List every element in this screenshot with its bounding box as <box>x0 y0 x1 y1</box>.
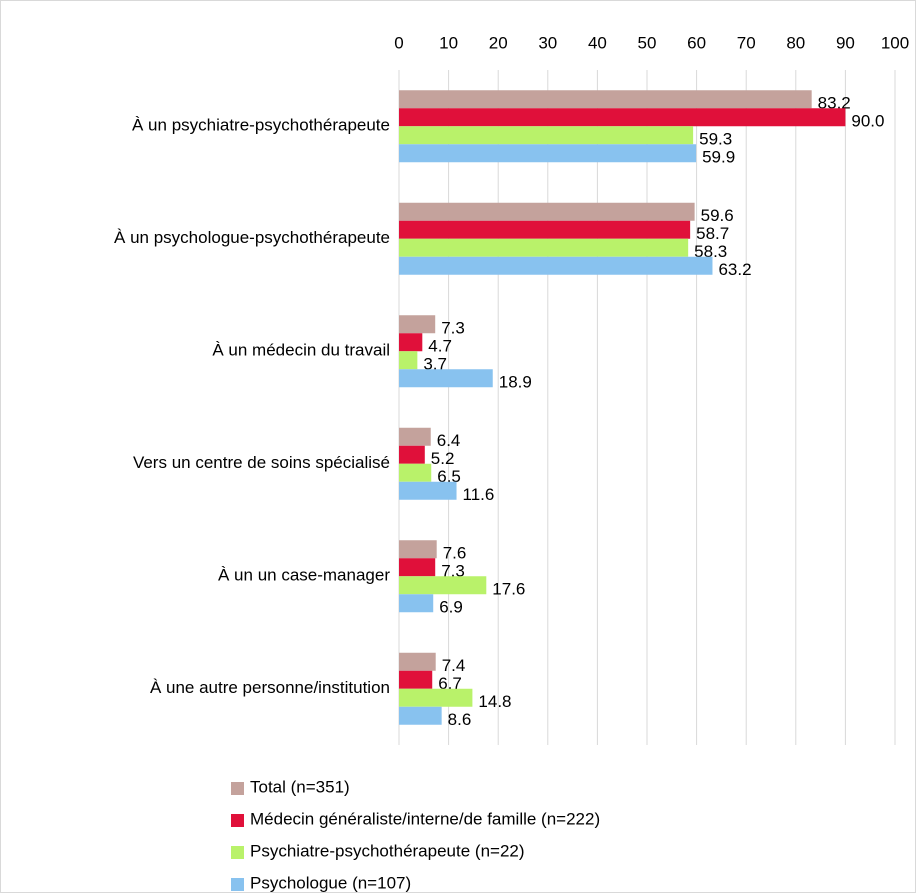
bar <box>399 256 713 275</box>
x-tick-label: 10 <box>439 33 458 52</box>
x-tick-label: 30 <box>538 33 557 52</box>
data-label: 90.0 <box>851 112 884 131</box>
legend-swatch <box>231 814 244 827</box>
data-label: 5.2 <box>431 449 455 468</box>
data-label: 7.4 <box>442 656 466 675</box>
data-label: 18.9 <box>499 373 532 392</box>
bar <box>399 576 487 595</box>
x-tick-label: 70 <box>737 33 756 52</box>
data-label: 59.9 <box>702 148 735 167</box>
data-label: 58.3 <box>694 242 727 261</box>
bar <box>399 315 436 334</box>
legend-label: Total (n=351) <box>250 777 350 796</box>
bar <box>399 481 457 500</box>
data-label: 6.4 <box>437 431 461 450</box>
x-tick-label: 20 <box>489 33 508 52</box>
data-label: 7.3 <box>441 319 465 338</box>
legend-label: Psychiatre-psychothérapeute (n=22) <box>250 841 525 860</box>
y-tick-label: À une autre personne/institution <box>150 678 390 697</box>
data-label: 3.7 <box>423 355 447 374</box>
legend-swatch <box>231 878 244 891</box>
bar <box>399 202 695 221</box>
bar <box>399 652 436 671</box>
bar <box>399 670 433 689</box>
data-label: 6.9 <box>439 598 463 617</box>
bar <box>399 220 691 239</box>
bar <box>399 427 431 446</box>
data-label: 83.2 <box>818 94 851 113</box>
x-tick-label: 100 <box>881 33 909 52</box>
bar <box>399 144 697 163</box>
y-tick-label: À un un case-manager <box>218 566 390 585</box>
y-tick-label: À un psychiatre-psychothérapeute <box>132 116 390 135</box>
bar <box>399 463 432 482</box>
data-label: 17.6 <box>492 580 525 599</box>
bar <box>399 688 473 707</box>
data-label: 14.8 <box>478 692 511 711</box>
bar <box>399 540 437 559</box>
data-label: 63.2 <box>718 260 751 279</box>
legend-swatch <box>231 782 244 795</box>
data-label: 7.3 <box>441 562 465 581</box>
data-label: 8.6 <box>448 710 472 729</box>
bar <box>399 333 423 352</box>
data-label: 59.3 <box>699 130 732 149</box>
x-tick-label: 50 <box>638 33 657 52</box>
y-tick-label: Vers un centre de soins spécialisé <box>133 453 390 472</box>
bar <box>399 126 694 145</box>
data-label: 6.7 <box>438 674 462 693</box>
x-tick-label: 40 <box>588 33 607 52</box>
data-label: 11.6 <box>463 485 495 504</box>
data-label: 58.7 <box>696 224 729 243</box>
bar <box>399 706 442 725</box>
legend-label: Médecin généraliste/interne/de famille (… <box>250 809 600 828</box>
bar <box>399 90 812 109</box>
x-tick-label: 0 <box>394 33 403 52</box>
bar <box>399 108 846 127</box>
data-label: 59.6 <box>701 206 734 225</box>
y-tick-label: À un médecin du travail <box>212 341 390 360</box>
legend-swatch <box>231 846 244 859</box>
data-label: 7.6 <box>443 544 467 563</box>
legend-label: Psychologue (n=107) <box>250 873 411 892</box>
data-label: 6.5 <box>437 467 461 486</box>
x-tick-label: 90 <box>836 33 855 52</box>
bar <box>399 558 436 577</box>
bar <box>399 351 418 370</box>
x-tick-label: 60 <box>687 33 706 52</box>
x-tick-label: 80 <box>786 33 805 52</box>
y-tick-label: À un psychologue-psychothérapeute <box>114 228 390 247</box>
bar <box>399 369 493 388</box>
bar <box>399 238 689 257</box>
bar <box>399 445 425 464</box>
data-label: 4.7 <box>428 337 452 356</box>
bar <box>399 594 434 613</box>
